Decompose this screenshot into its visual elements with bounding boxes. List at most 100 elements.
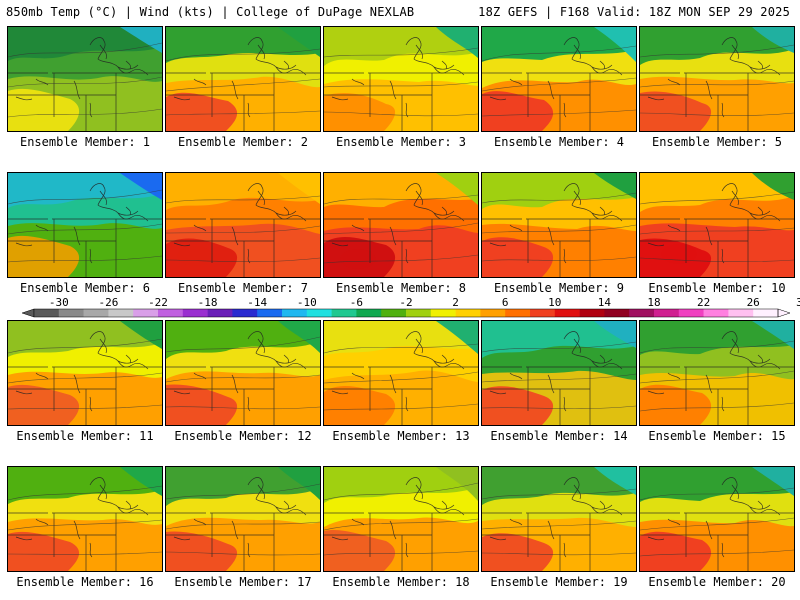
colorbar-tick-label: -10 [297, 296, 317, 309]
ensemble-member-panel: Ensemble Member: 5 [639, 26, 795, 150]
colorbar-swatch [455, 309, 481, 317]
member-caption: Ensemble Member: 5 [651, 135, 783, 149]
member-caption: Ensemble Member: 18 [332, 575, 470, 589]
member-map [639, 26, 795, 132]
colorbar-swatch [604, 309, 630, 317]
member-caption: Ensemble Member: 6 [19, 281, 151, 295]
member-caption: Ensemble Member: 7 [177, 281, 309, 295]
colorbar-swatch [257, 309, 283, 317]
colorbar-swatch [579, 309, 605, 317]
member-map [165, 26, 321, 132]
colorbar-swatch [232, 309, 258, 317]
member-caption: Ensemble Member: 15 [648, 429, 786, 443]
colorbar-high-arrow [777, 308, 791, 318]
colorbar-swatch [133, 309, 159, 317]
member-caption: Ensemble Member: 8 [335, 281, 467, 295]
colorbar-tick-label: 18 [647, 296, 660, 309]
colorbar-swatch [505, 309, 531, 317]
colorbar-swatch [207, 309, 233, 317]
ensemble-member-panel: Ensemble Member: 14 [481, 320, 637, 444]
product-title: 850mb Temp (°C) | Wind (kts) | College o… [6, 5, 415, 19]
member-caption: Ensemble Member: 10 [648, 281, 786, 295]
member-caption: Ensemble Member: 3 [335, 135, 467, 149]
colorbar-swatch [182, 309, 208, 317]
colorbar-tick-label: 14 [598, 296, 612, 309]
member-map [481, 26, 637, 132]
colorbar-low-arrow [21, 308, 35, 318]
colorbar-swatch [381, 309, 407, 317]
colorbar-swatch [678, 309, 704, 317]
member-caption: Ensemble Member: 19 [490, 575, 628, 589]
colorbar-swatch [728, 309, 754, 317]
colorbar-swatch [530, 309, 556, 317]
member-map [323, 320, 479, 426]
ensemble-member-panel: Ensemble Member: 19 [481, 466, 637, 590]
colorbar-swatch [282, 309, 308, 317]
colorbar-swatch [58, 309, 84, 317]
member-map [7, 466, 163, 572]
colorbar-swatch [406, 309, 432, 317]
colorbar-swatch [430, 309, 456, 317]
colorbar-tick-label: -14 [247, 296, 267, 309]
colorbar-swatch [629, 309, 655, 317]
member-map [323, 26, 479, 132]
colorbar-tick-label: 22 [697, 296, 710, 309]
ensemble-member-panel: Ensemble Member: 4 [481, 26, 637, 150]
colorbar-tick-label: -26 [98, 296, 118, 309]
colorbar-swatch [554, 309, 580, 317]
colorbar-tick-label: -2 [399, 296, 412, 309]
colorbar-tick-label: 10 [548, 296, 561, 309]
colorbar-tick-label: 6 [502, 296, 509, 309]
member-map [165, 172, 321, 278]
member-caption: Ensemble Member: 16 [16, 575, 154, 589]
member-caption: Ensemble Member: 12 [174, 429, 312, 443]
member-caption: Ensemble Member: 13 [332, 429, 470, 443]
ensemble-member-panel: Ensemble Member: 13 [323, 320, 479, 444]
member-caption: Ensemble Member: 11 [16, 429, 154, 443]
ensemble-member-panel: Ensemble Member: 17 [165, 466, 321, 590]
member-map [7, 26, 163, 132]
colorbar: -30-26-22-18-14-10-6-2261014182226303438… [21, 296, 800, 318]
colorbar-tick-label: -6 [350, 296, 363, 309]
ensemble-member-panel: Ensemble Member: 1 [7, 26, 163, 150]
colorbar-swatch [34, 309, 60, 317]
ensemble-member-panel: Ensemble Member: 2 [165, 26, 321, 150]
ensemble-member-panel: Ensemble Member: 16 [7, 466, 163, 590]
colorbar-tick-label: 2 [452, 296, 459, 309]
ensemble-member-panel: Ensemble Member: 3 [323, 26, 479, 150]
ensemble-member-panel: Ensemble Member: 10 [639, 172, 795, 296]
colorbar-swatch [703, 309, 729, 317]
member-map [7, 320, 163, 426]
member-caption: Ensemble Member: 14 [490, 429, 628, 443]
ensemble-member-panel: Ensemble Member: 11 [7, 320, 163, 444]
colorbar-swatch [331, 309, 357, 317]
header: 850mb Temp (°C) | Wind (kts) | College o… [0, 0, 800, 24]
colorbar-swatch [108, 309, 134, 317]
member-caption: Ensemble Member: 2 [177, 135, 309, 149]
ensemble-member-panel: Ensemble Member: 20 [639, 466, 795, 590]
colorbar-tick-label: -30 [49, 296, 69, 309]
colorbar-swatch [654, 309, 680, 317]
member-caption: Ensemble Member: 20 [648, 575, 786, 589]
colorbar-frame [33, 308, 779, 318]
member-map [639, 172, 795, 278]
member-map [323, 466, 479, 572]
colorbar-swatch [158, 309, 184, 317]
member-map [481, 466, 637, 572]
member-map [165, 320, 321, 426]
colorbar-tick-label: -22 [148, 296, 168, 309]
member-map [7, 172, 163, 278]
member-caption: Ensemble Member: 9 [493, 281, 625, 295]
colorbar-swatch [356, 309, 382, 317]
member-map [639, 320, 795, 426]
ensemble-member-panel: Ensemble Member: 9 [481, 172, 637, 296]
colorbar-swatch [306, 309, 332, 317]
member-caption: Ensemble Member: 4 [493, 135, 625, 149]
colorbar-swatch [83, 309, 109, 317]
colorbar-swatch [753, 309, 779, 317]
ensemble-member-panel: Ensemble Member: 7 [165, 172, 321, 296]
member-map [323, 172, 479, 278]
ensemble-member-panel: Ensemble Member: 6 [7, 172, 163, 296]
ensemble-member-panel: Ensemble Member: 18 [323, 466, 479, 590]
colorbar-tick-label: -18 [198, 296, 218, 309]
